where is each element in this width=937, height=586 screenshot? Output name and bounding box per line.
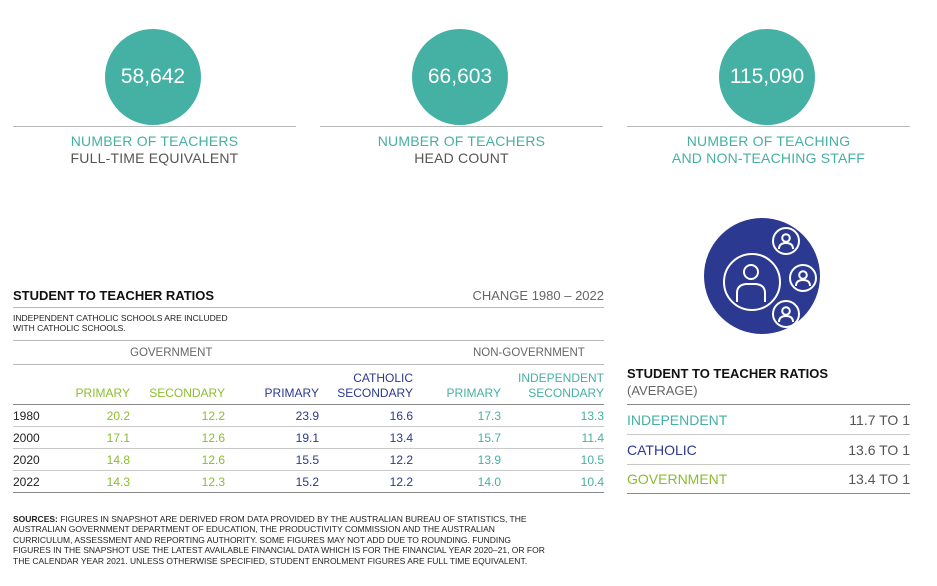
col-independent-secondary: INDEPENDENT SECONDARY <box>517 371 604 400</box>
group-header-non-government: NON-GOVERNMENT <box>473 347 585 359</box>
col-catholic-primary: PRIMARY <box>264 386 319 400</box>
table-cell: 13.4 <box>389 431 413 445</box>
average-value: 11.7 TO 1 <box>849 412 910 428</box>
table-cell: 14.0 <box>477 475 501 489</box>
average-label: INDEPENDENT <box>627 412 728 428</box>
table-title: STUDENT TO TEACHER RATIOS <box>13 288 215 303</box>
average-row-government: GOVERNMENT 13.4 TO 1 <box>627 465 910 494</box>
table-cell: 20.2 <box>106 409 130 423</box>
table-cell: 12.6 <box>201 431 225 445</box>
stat-value-circle: 66,603 <box>412 29 508 125</box>
table-cell: 15.5 <box>295 453 319 467</box>
average-row-independent: INDEPENDENT 11.7 TO 1 <box>627 406 910 435</box>
people-group-icon <box>704 218 820 334</box>
row-year: 1980 <box>13 409 40 423</box>
sources-note: SOURCES: FIGURES IN SNAPSHOT ARE DERIVED… <box>13 514 548 566</box>
table-cell: 10.4 <box>580 475 604 489</box>
divider <box>13 426 604 427</box>
stat-label-line1: NUMBER OF TEACHING <box>686 133 851 149</box>
average-label: GOVERNMENT <box>627 471 728 487</box>
table-cell: 19.1 <box>295 431 319 445</box>
sources-label: SOURCES: <box>13 514 58 524</box>
divider <box>627 493 910 494</box>
divider <box>13 126 296 127</box>
table-cell: 10.5 <box>580 453 604 467</box>
table-row: 1980 20.2 12.2 23.9 16.6 17.3 13.3 <box>13 405 604 427</box>
stat-label-line2: HEAD COUNT <box>414 150 509 166</box>
table-cell: 12.2 <box>389 453 413 467</box>
stat-label-line2: AND NON-TEACHING STAFF <box>671 150 866 166</box>
col-catholic-secondary: CATHOLIC SECONDARY <box>337 371 413 400</box>
table-cell: 14.3 <box>106 475 130 489</box>
group-header-government: GOVERNMENT <box>130 347 213 359</box>
average-row-catholic: CATHOLIC 13.6 TO 1 <box>627 436 910 465</box>
average-value: 13.4 TO 1 <box>848 471 910 487</box>
divider <box>13 404 604 405</box>
table-cell: 12.3 <box>201 475 225 489</box>
divider <box>320 126 603 127</box>
divider <box>13 340 604 341</box>
divider <box>627 464 910 465</box>
table-cell: 17.3 <box>477 409 501 423</box>
col-independent-primary: PRIMARY <box>446 386 501 400</box>
average-subtitle: (AVERAGE) <box>627 383 698 398</box>
table-cell: 12.2 <box>389 475 413 489</box>
table-row: 2020 14.8 12.6 15.5 12.2 13.9 10.5 <box>13 449 604 471</box>
stat-value-circle: 58,642 <box>105 29 201 125</box>
col-gov-secondary: SECONDARY <box>149 386 225 400</box>
divider <box>13 470 604 471</box>
table-cell: 12.2 <box>201 409 225 423</box>
table-cell: 11.4 <box>581 431 604 445</box>
stat-value-circle: 115,090 <box>719 29 815 125</box>
average-value: 13.6 TO 1 <box>848 442 910 458</box>
row-year: 2020 <box>13 453 40 467</box>
divider <box>13 364 604 365</box>
divider <box>627 404 910 405</box>
average-label: CATHOLIC <box>627 442 697 458</box>
table-cell: 13.9 <box>477 453 501 467</box>
table-change-label: CHANGE 1980 – 2022 <box>472 288 604 303</box>
table-cell: 17.1 <box>106 431 130 445</box>
stat-label-line2: FULL-TIME EQUIVALENT <box>70 150 239 166</box>
table-cell: 16.6 <box>389 409 413 423</box>
table-row: 2022 14.3 12.3 15.2 12.2 14.0 10.4 <box>13 471 604 493</box>
table-row: 2000 17.1 12.6 19.1 13.4 15.7 11.4 <box>13 427 604 449</box>
col-gov-primary: PRIMARY <box>75 386 130 400</box>
table-note: INDEPENDENT CATHOLIC SCHOOLS ARE INCLUDE… <box>13 313 228 333</box>
row-year: 2000 <box>13 431 40 445</box>
table-cell: 23.9 <box>295 409 319 423</box>
stat-label-line1: NUMBER OF TEACHERS <box>377 133 546 149</box>
divider <box>13 448 604 449</box>
average-title: STUDENT TO TEACHER RATIOS <box>627 366 829 381</box>
divider <box>627 126 910 127</box>
table-cell: 15.2 <box>295 475 319 489</box>
table-cell: 13.3 <box>580 409 604 423</box>
sources-text: FIGURES IN SNAPSHOT ARE DERIVED FROM DAT… <box>13 514 545 566</box>
stat-label-line1: NUMBER OF TEACHERS <box>70 133 239 149</box>
table-cell: 12.6 <box>201 453 225 467</box>
divider <box>13 492 604 493</box>
table-cell: 15.7 <box>477 431 501 445</box>
row-year: 2022 <box>13 475 40 489</box>
table-cell: 14.8 <box>106 453 130 467</box>
divider <box>13 307 604 308</box>
divider <box>627 434 910 435</box>
